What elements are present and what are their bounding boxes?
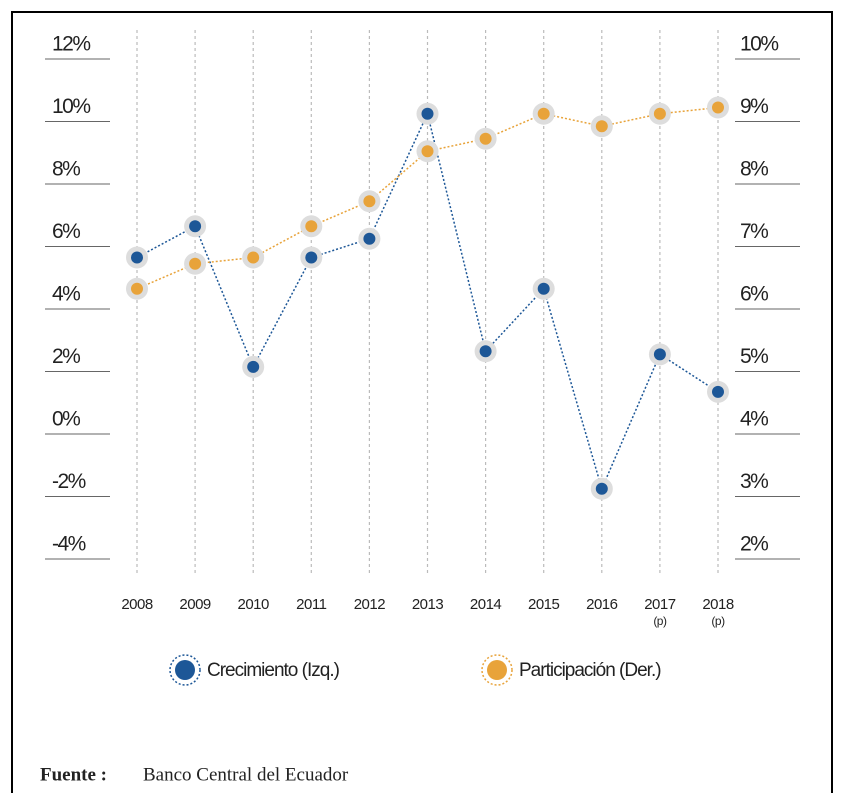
marker — [247, 251, 260, 264]
y2-tick-label: 9% — [740, 95, 768, 118]
marker — [363, 195, 376, 208]
y2-tick-label: 5% — [740, 345, 768, 368]
marker — [595, 482, 608, 495]
marker — [537, 282, 550, 295]
legend-swatch — [175, 660, 195, 680]
y-tick-label: 8% — [52, 158, 80, 181]
marker — [537, 107, 550, 120]
marker — [712, 101, 724, 114]
x-tick-label: 2008 — [121, 596, 153, 613]
marker — [189, 257, 202, 270]
legend-swatch — [487, 660, 507, 680]
marker — [305, 251, 318, 264]
y2-tick-label: 10% — [740, 33, 778, 56]
y-tick-label: 6% — [52, 220, 80, 243]
marker — [131, 251, 143, 264]
x-tick-label: 2013 — [412, 596, 444, 613]
y2-tick-label: 8% — [740, 158, 768, 181]
x-tick-label: 2014 — [470, 596, 502, 613]
y-tick-label: 12% — [52, 33, 90, 56]
y-tick-label: -4% — [52, 533, 86, 556]
frame — [11, 11, 833, 793]
y2-tick-label: 2% — [740, 533, 768, 556]
marker — [653, 348, 666, 361]
marker — [479, 345, 492, 358]
x-tick-label: 2011 — [296, 596, 326, 613]
marker — [479, 132, 492, 145]
x-tick-label: 2010 — [238, 596, 270, 613]
marker — [131, 282, 143, 295]
marker — [595, 120, 608, 133]
y2-tick-label: 4% — [740, 408, 768, 431]
y-tick-label: 2% — [52, 345, 80, 368]
marker — [363, 232, 376, 245]
marker — [712, 385, 724, 398]
y2-tick-label: 7% — [740, 220, 768, 243]
source: Banco Central del Ecuador — [143, 764, 349, 785]
legend-label: Crecimiento (Izq.) — [207, 660, 340, 681]
x-tick-label: 2012 — [354, 596, 386, 613]
marker — [653, 107, 666, 120]
x-tick-label: 2017 (p) — [644, 596, 676, 628]
x-tick-label: 2009 — [179, 596, 211, 613]
y2-tick-label: 6% — [740, 283, 768, 306]
x-tick-label: 2015 — [528, 596, 560, 613]
x-tick-label: 2018 (p) — [702, 596, 734, 628]
marker — [421, 107, 434, 120]
y-tick-label: -2% — [52, 470, 86, 493]
series-line — [136, 106, 719, 290]
x-tick-label: 2016 — [586, 596, 618, 613]
marker — [189, 220, 202, 233]
legend-label: Participación (Der.) — [519, 660, 661, 681]
marker — [247, 360, 260, 373]
source-label: Fuente : — [40, 764, 107, 785]
y-tick-label: 0% — [52, 408, 80, 431]
marker — [421, 145, 434, 158]
marker — [305, 220, 318, 233]
y-tick-label: 4% — [52, 283, 80, 306]
y2-tick-label: 3% — [740, 470, 768, 493]
y-tick-label: 10% — [52, 95, 90, 118]
